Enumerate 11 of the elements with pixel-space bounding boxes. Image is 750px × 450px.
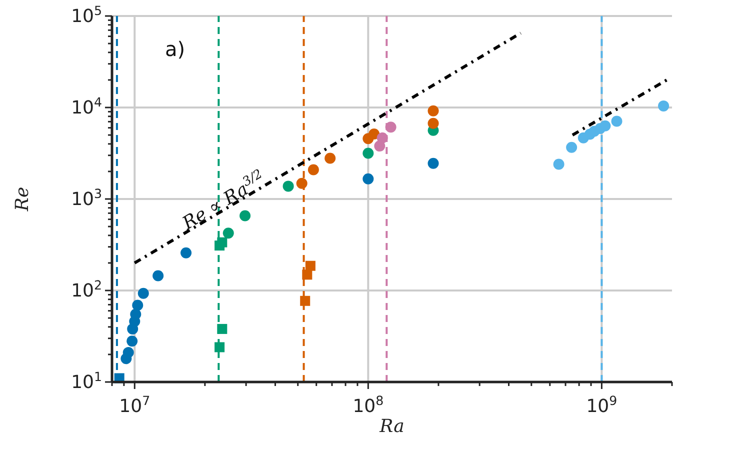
y-tick-label: 10$^{3}$ — [71, 186, 102, 210]
y-tick-label: 10$^{4}$ — [71, 94, 102, 118]
y-axis-title: Re — [12, 186, 33, 212]
y-tick-label: 10$^{2}$ — [71, 277, 102, 302]
y-tick-label: 10$^{5}$ — [71, 2, 102, 27]
x-tick-label: 10$^{7}$ — [119, 392, 150, 417]
x-tick-label: 10$^{9}$ — [586, 392, 618, 417]
x-axis-title: Ra — [378, 416, 404, 437]
x-tick-label: 10$^{8}$ — [352, 392, 384, 417]
y-tick-label: 10$^{1}$ — [71, 368, 102, 393]
annotation: a) — [165, 37, 186, 61]
